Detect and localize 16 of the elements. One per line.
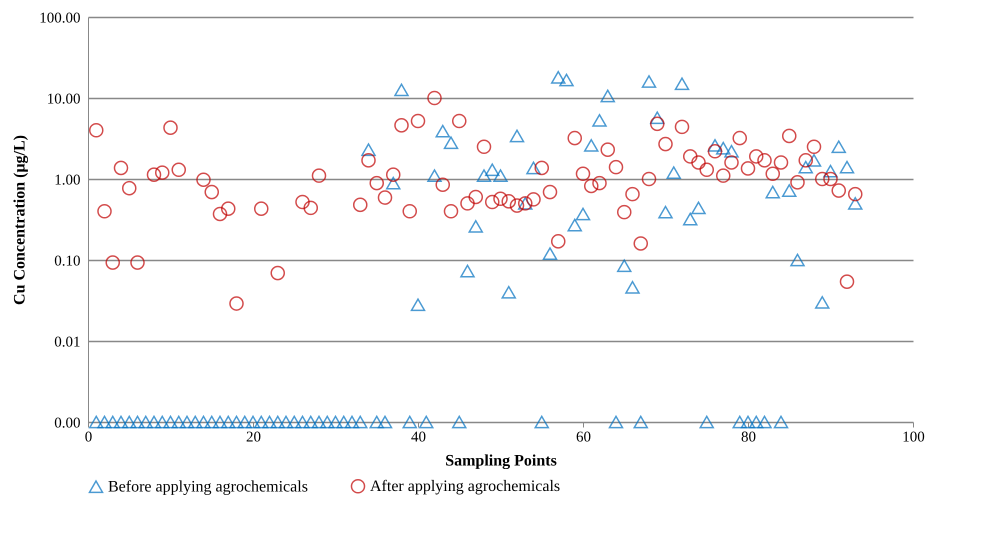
x-tick-label: 40	[411, 430, 426, 446]
x-tick-label: 60	[576, 430, 591, 446]
x-tick-label: 80	[741, 430, 756, 446]
y-tick-label: 0.01	[54, 334, 80, 350]
y-tick-label: 1.00	[54, 172, 80, 188]
y-tick-label: 0.00	[54, 416, 80, 432]
x-axis-title: Sampling Points	[445, 452, 557, 470]
y-tick-label: 100.00	[39, 10, 80, 26]
x-tick-label: 0	[84, 430, 92, 446]
x-tick-label: 100	[902, 430, 925, 446]
y-tick-label: 10.00	[46, 92, 80, 108]
x-tick-label: 20	[246, 430, 261, 446]
y-axis-title: Cu Concentration (μg/L)	[11, 135, 28, 305]
legend-label: After applying agrochemicals	[370, 478, 560, 496]
legend-label: Before applying agrochemicals	[108, 478, 308, 496]
y-tick-label: 0.10	[54, 254, 80, 270]
